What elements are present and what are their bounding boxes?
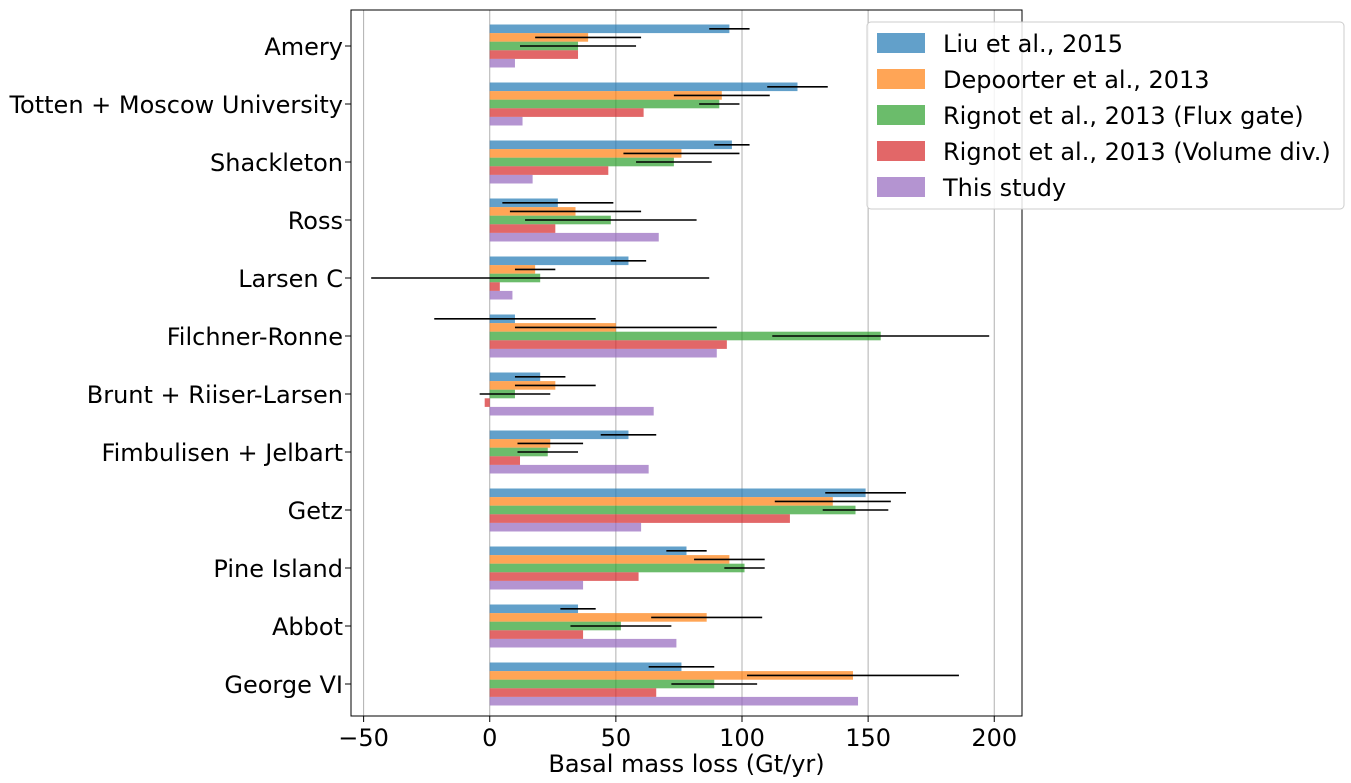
category-label: Totten + Moscow University <box>8 91 343 119</box>
legend-swatch <box>877 69 925 89</box>
legend-box <box>866 21 1345 210</box>
bar <box>489 430 629 440</box>
bar <box>489 572 639 581</box>
bar <box>489 679 715 689</box>
bar <box>489 224 556 233</box>
bar <box>489 621 621 631</box>
bars <box>484 24 881 706</box>
bar <box>489 331 881 341</box>
x-tick-label: 100 <box>719 724 765 752</box>
bar <box>489 630 584 639</box>
x-axis-label: Basal mass loss (Gt/yr) <box>548 750 824 778</box>
bar <box>489 256 629 266</box>
legend-label: Rignot et al., 2013 (Flux gate) <box>943 102 1304 130</box>
bar <box>489 265 536 274</box>
bar <box>489 290 513 300</box>
bar <box>489 662 682 672</box>
bar <box>489 555 730 564</box>
x-tick-label: 50 <box>601 724 632 752</box>
legend-swatch <box>877 33 925 53</box>
bar <box>489 91 722 100</box>
x-tick-label: −50 <box>338 724 389 752</box>
category-label: Brunt + Riiser-Larsen <box>87 381 343 409</box>
bar <box>489 488 866 498</box>
bar <box>489 522 642 532</box>
category-label: Shackleton <box>210 149 343 177</box>
bar <box>489 406 654 416</box>
category-label: Amery <box>264 33 343 61</box>
bar <box>489 348 717 358</box>
bar <box>489 688 657 697</box>
legend-swatch <box>877 105 925 125</box>
plot-frame <box>350 9 1023 717</box>
bar <box>489 456 521 465</box>
bar <box>489 546 687 556</box>
category-label: Larsen C <box>238 265 343 293</box>
bar <box>489 99 720 109</box>
legend-label: Depoorter et al., 2013 <box>943 66 1210 94</box>
bar <box>489 613 707 622</box>
bar <box>489 149 682 158</box>
bar <box>489 497 833 506</box>
legend-label: This study <box>942 174 1066 202</box>
bar <box>489 604 579 614</box>
legend-swatch <box>877 141 925 161</box>
x-tick-label: 150 <box>845 724 891 752</box>
bar <box>489 174 533 184</box>
bar <box>489 505 856 515</box>
category-label: Filchner-Ronne <box>167 323 343 351</box>
x-axis: −50 0 50 100 150 200 <box>338 716 1017 752</box>
bar <box>489 50 579 59</box>
bar <box>489 140 732 150</box>
legend-label: Rignot et al., 2013 (Volume div.) <box>943 138 1331 166</box>
bar <box>489 580 584 590</box>
bar <box>489 58 515 68</box>
bar <box>489 232 659 242</box>
bar <box>489 671 853 680</box>
legend-label: Liu et al., 2015 <box>943 30 1123 58</box>
bar <box>489 157 674 167</box>
bar <box>489 166 609 175</box>
bar <box>489 514 790 523</box>
error-bars <box>371 27 990 685</box>
bar <box>489 464 649 474</box>
legend: Liu et al., 2015 Depoorter et al., 2013 Ri… <box>866 21 1345 210</box>
bar <box>489 24 730 34</box>
legend-swatch <box>877 177 925 197</box>
bar <box>489 563 745 573</box>
y-axis: Amery Totten + Moscow University Shackleto… <box>8 33 351 699</box>
category-label: Abbot <box>272 613 343 641</box>
category-label: Getz <box>288 497 343 525</box>
category-label: Fimbulisen + Jelbart <box>102 439 343 467</box>
bar <box>489 82 798 92</box>
category-label: Ross <box>288 207 343 235</box>
bar <box>489 116 523 126</box>
bar <box>489 340 727 349</box>
bar <box>489 696 859 706</box>
bar <box>489 282 500 291</box>
bar <box>484 398 490 407</box>
category-label: George VI <box>224 671 343 699</box>
x-tick-label: 0 <box>482 724 497 752</box>
category-label: Pine Island <box>213 555 343 583</box>
bar <box>489 108 644 117</box>
bar <box>489 638 677 648</box>
x-tick-label: 200 <box>971 724 1017 752</box>
